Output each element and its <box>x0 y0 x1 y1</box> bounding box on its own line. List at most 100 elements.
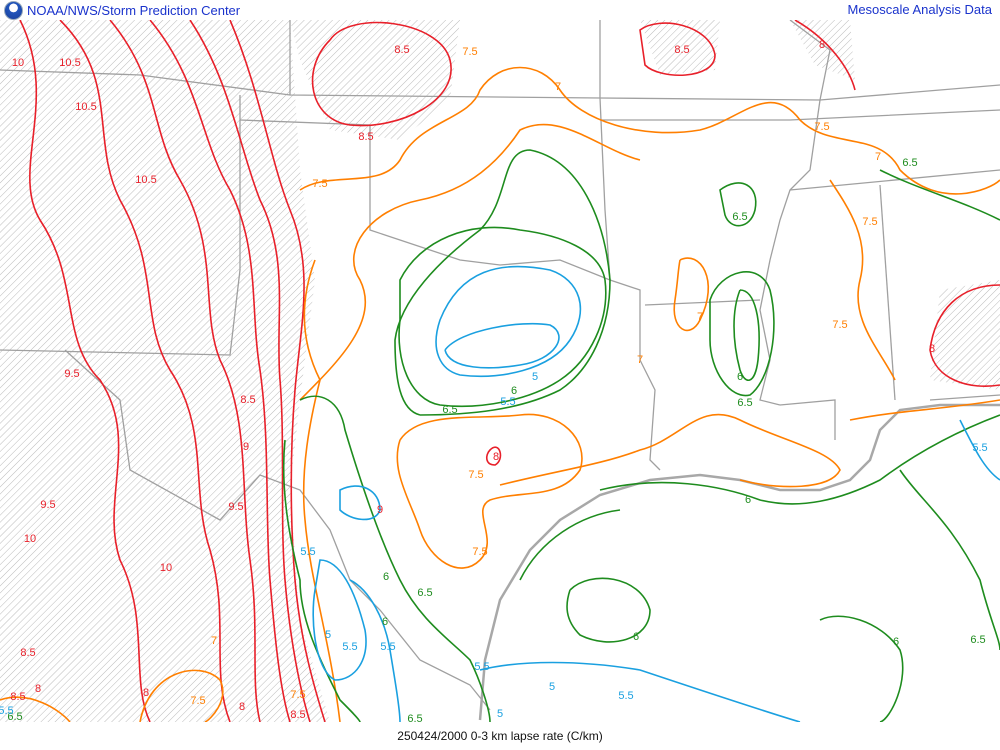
contour-line-cyan <box>349 579 401 722</box>
contour-label: 7.5 <box>312 178 327 190</box>
contour-label: 10.5 <box>59 57 80 69</box>
contour-line-red <box>639 22 716 77</box>
contour-line-red <box>109 20 261 722</box>
contour-label: 10.5 <box>75 101 96 113</box>
contour-label: 5 <box>549 681 555 693</box>
contour-line-orange <box>139 669 224 722</box>
contour-line-cyan <box>479 661 801 722</box>
contour-label: 5.5 <box>0 705 14 717</box>
contour-label: 6 <box>383 571 389 583</box>
contour-line-green <box>282 439 361 722</box>
contour-label: 7 <box>211 635 217 647</box>
contour-line-green <box>819 615 904 722</box>
contour-label: 7.5 <box>290 689 305 701</box>
contour-line-cyan <box>339 485 381 521</box>
hatched-region-high-lapse <box>0 20 1000 722</box>
header-right-title: Mesoscale Analysis Data <box>847 2 992 17</box>
map-caption: 250424/2000 0-3 km lapse rate (C/km) <box>397 729 603 743</box>
contour-line-cyan <box>312 559 367 681</box>
contour-line-cyan <box>444 322 560 369</box>
contour-label: 8 <box>143 687 149 699</box>
contour-label: 5.5 <box>342 641 357 653</box>
contour-label: 5 <box>497 708 503 720</box>
contour-label: 8.5 <box>394 44 409 56</box>
contour-label: 5 <box>325 629 331 641</box>
contour-label: 8.5 <box>10 691 25 703</box>
contour-label: 8 <box>35 683 41 695</box>
contour-label: 7 <box>875 151 881 163</box>
contour-line-orange <box>0 696 71 722</box>
contour-line-orange <box>396 413 583 569</box>
contour-label: 6 <box>633 631 639 643</box>
contour-label: 6.5 <box>407 713 422 722</box>
contour-label: 8.5 <box>358 131 373 143</box>
contour-line-red <box>59 20 231 722</box>
contour-label: 5.5 <box>972 442 987 454</box>
contour-lines <box>0 20 1000 722</box>
contour-line-orange <box>849 399 1000 421</box>
contour-label: 5 <box>532 371 538 383</box>
contour-label: 9.5 <box>64 368 79 380</box>
noaa-logo-icon <box>4 1 23 20</box>
contour-line-orange <box>299 66 1000 195</box>
state-borders <box>0 20 1000 711</box>
contour-line-green <box>719 182 757 227</box>
contour-label: 8 <box>819 39 825 51</box>
contour-line-red <box>19 20 151 722</box>
contour-line-green <box>709 271 775 397</box>
contour-label: 8 <box>239 701 245 713</box>
contour-label: 8.5 <box>674 44 689 56</box>
contour-line-red <box>929 284 1000 387</box>
contour-line-green <box>566 577 651 643</box>
contour-line-red <box>229 20 326 722</box>
contour-line-orange <box>829 179 896 381</box>
contour-label: 7 <box>555 81 561 93</box>
contour-label: 7 <box>637 354 643 366</box>
contour-line-green <box>299 395 491 722</box>
contour-line-red <box>794 20 856 91</box>
contour-label: 6.5 <box>732 211 747 223</box>
contour-label: 7.5 <box>862 216 877 228</box>
contour-label: 9.5 <box>228 501 243 513</box>
contour-label: 5.5 <box>618 690 633 702</box>
contour-label: 7.5 <box>832 319 847 331</box>
contour-line-red <box>485 446 502 466</box>
contour-line-green <box>519 509 621 581</box>
contour-line-orange <box>499 413 841 488</box>
contour-line-green <box>733 289 760 381</box>
contour-label: 5.5 <box>500 396 515 408</box>
contour-label: 10.5 <box>135 174 156 186</box>
contour-label: 10 <box>160 562 172 574</box>
contour-label: 6 <box>382 616 388 628</box>
contour-line-orange <box>673 257 710 332</box>
contour-label: 6.5 <box>970 634 985 646</box>
contour-line-orange <box>302 259 341 722</box>
contour-line-green <box>599 414 1000 505</box>
contour-label: 6.5 <box>442 404 457 416</box>
contour-line-green <box>899 469 1000 651</box>
contour-label: 5.5 <box>474 661 489 673</box>
contour-label: 8.5 <box>290 709 305 721</box>
lapse-rate-map: 10 10.5 10.5 10.5 8.5 8.5 8.5 7.5 7.5 7 8 7.5 7 6.5 6.… <box>0 20 1000 722</box>
contour-line-green <box>394 149 611 416</box>
contour-label: 7.5 <box>468 469 483 481</box>
contour-line-red <box>189 20 311 722</box>
contour-label: 7.5 <box>190 695 205 707</box>
contour-label: 9 <box>377 504 383 516</box>
contour-label: 6 <box>511 385 517 397</box>
contour-line-cyan <box>435 265 582 378</box>
contour-label: 8 <box>493 451 499 463</box>
contour-label: 7.5 <box>462 46 477 58</box>
header: NOAA/NWS/Storm Prediction Center Mesosca… <box>0 0 1000 20</box>
contour-label: 6 <box>737 371 743 383</box>
contour-label: 5.5 <box>380 641 395 653</box>
contour-line-green <box>879 169 1000 221</box>
contour-line-red <box>311 21 452 127</box>
contour-labels: 10 10.5 10.5 10.5 8.5 8.5 8.5 7.5 7.5 7 8 7.5 7 6.5 6.… <box>0 39 988 722</box>
contour-label: 6.5 <box>902 157 917 169</box>
contour-label: 8.5 <box>20 647 35 659</box>
contour-label: 8 <box>929 343 935 355</box>
contour-label: 5.5 <box>300 546 315 558</box>
contour-line-orange <box>299 123 641 401</box>
contour-label: 6 <box>893 636 899 648</box>
